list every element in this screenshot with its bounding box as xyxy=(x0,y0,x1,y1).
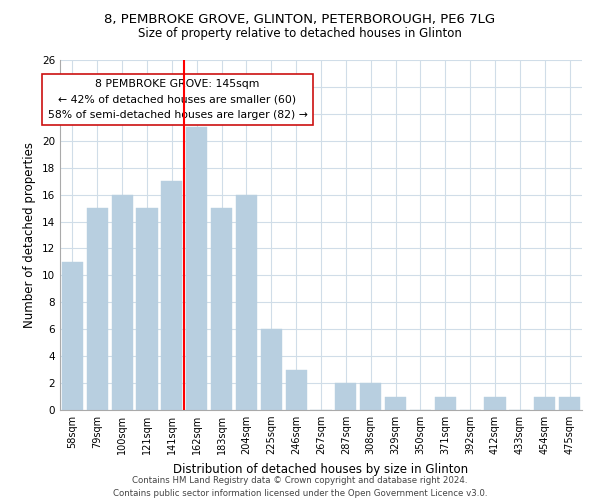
Y-axis label: Number of detached properties: Number of detached properties xyxy=(23,142,37,328)
Text: Size of property relative to detached houses in Glinton: Size of property relative to detached ho… xyxy=(138,28,462,40)
Bar xyxy=(211,208,232,410)
Bar xyxy=(62,262,83,410)
Bar xyxy=(261,329,282,410)
Bar xyxy=(559,396,580,410)
Bar xyxy=(335,383,356,410)
Bar xyxy=(112,194,133,410)
Text: Contains HM Land Registry data © Crown copyright and database right 2024.
Contai: Contains HM Land Registry data © Crown c… xyxy=(113,476,487,498)
Bar xyxy=(161,181,182,410)
Bar xyxy=(360,383,381,410)
X-axis label: Distribution of detached houses by size in Glinton: Distribution of detached houses by size … xyxy=(173,462,469,475)
Bar xyxy=(286,370,307,410)
Bar xyxy=(484,396,506,410)
Bar xyxy=(136,208,158,410)
Text: 8, PEMBROKE GROVE, GLINTON, PETERBOROUGH, PE6 7LG: 8, PEMBROKE GROVE, GLINTON, PETERBOROUGH… xyxy=(104,12,496,26)
Bar xyxy=(435,396,456,410)
Bar xyxy=(385,396,406,410)
Bar xyxy=(534,396,555,410)
Bar xyxy=(186,128,207,410)
Text: 8 PEMBROKE GROVE: 145sqm
← 42% of detached houses are smaller (60)
58% of semi-d: 8 PEMBROKE GROVE: 145sqm ← 42% of detach… xyxy=(47,80,307,120)
Bar xyxy=(87,208,108,410)
Bar xyxy=(236,194,257,410)
